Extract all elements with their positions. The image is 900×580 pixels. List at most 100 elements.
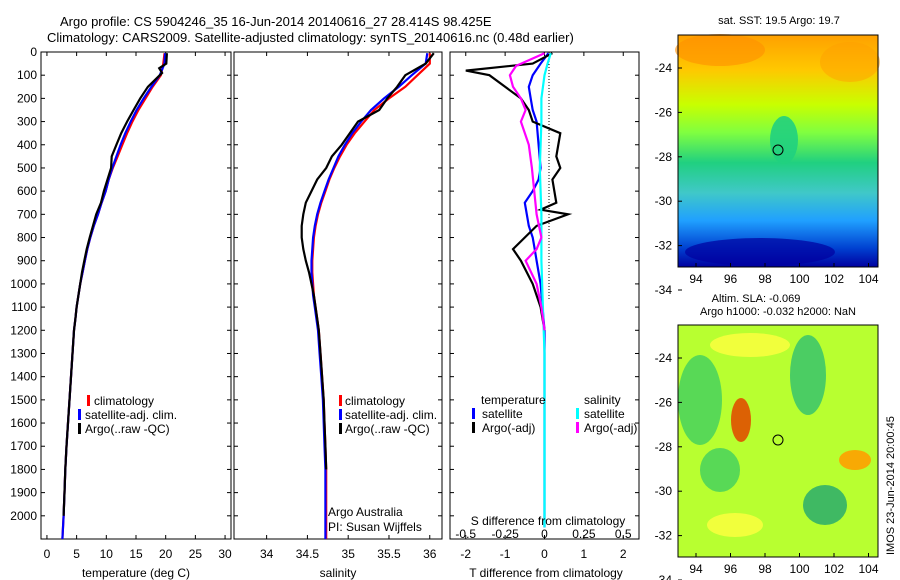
- map-x-tick-label: 102: [824, 272, 844, 286]
- salinity-xlabel: salinity: [320, 566, 357, 580]
- map-y-tick-label: -30: [655, 194, 673, 208]
- y-tick-label: 1500: [10, 393, 37, 407]
- salinity-lines: [300, 52, 435, 539]
- x-tick-label: 25: [189, 547, 203, 561]
- y-tick-label: 2000: [10, 509, 37, 523]
- figure-title-line2: Climatology: CARS2009. Satellite-adjuste…: [47, 30, 574, 45]
- sla-orange-patch: [839, 450, 871, 470]
- sla-map-frame: [677, 324, 879, 558]
- map-x-tick-label: 104: [858, 562, 878, 576]
- sst-map-panel: sat. SST: 19.5 Argo: 19.7 94 96 98 100 102 10…: [655, 15, 880, 297]
- map-y-tick-label: -28: [655, 150, 673, 164]
- x-tick-label: 36: [423, 547, 437, 561]
- sst-argo-marker: [772, 144, 784, 156]
- d-legend-label-t-argo: Argo(-adj): [482, 421, 535, 435]
- d-legend-label-s-argo: Argo(-adj): [584, 421, 637, 435]
- s-difference-tick-labels: -0.5 -0.25 0 0.25 0.5: [455, 527, 632, 541]
- temperature-x-ticks: 0 5 10 15 20 25 30: [44, 52, 232, 561]
- difference-legend: temperature salinity satellite Argo(-adj…: [472, 393, 637, 435]
- map-x-tick-label: 98: [758, 272, 772, 286]
- depth-y-ticks: 0 100 200 300 400 500 600 700 800 900 1000 1100 1200…: [10, 45, 231, 523]
- series-line-temperature-argo-adj-: [465, 52, 573, 331]
- x-tick-label: 10: [100, 547, 114, 561]
- map-x-tick-label: 102: [824, 562, 844, 576]
- d-legend-swatch-s-sat: [576, 408, 579, 419]
- sla-map-title-line2: Argo h1000: -0.032 h2000: NaN: [700, 306, 856, 318]
- y-tick-label: 1300: [10, 346, 37, 360]
- top-xlabel-s-difference: S difference from climatology: [471, 514, 626, 528]
- sla-map-title-line1: Altim. SLA: -0.069: [712, 293, 801, 305]
- difference-panel: -2 -1 0 1 2 S difference from climatology -0…: [449, 51, 640, 580]
- y-tick-label: 300: [17, 115, 37, 129]
- map-x-tick-label: 100: [789, 272, 809, 286]
- y-tick-label: 1000: [10, 277, 37, 291]
- s-legend-swatch-climatology: [339, 395, 342, 406]
- temperature-legend: climatology satellite-adj. clim. Argo(..…: [78, 394, 177, 436]
- map-x-tick-label: 94: [689, 562, 703, 576]
- sla-map-features: [678, 333, 871, 537]
- y-tick-label: 200: [17, 91, 37, 105]
- y-tick-label: 1800: [10, 462, 37, 476]
- y-tick-label: 700: [17, 207, 37, 221]
- legend-swatch-satellite: [78, 409, 81, 420]
- y-tick-label: 1200: [10, 323, 37, 337]
- sla-argo-marker: [772, 434, 784, 446]
- y-tick-label: 600: [17, 184, 37, 198]
- d-legend-swatch-t-sat: [472, 408, 475, 419]
- legend-label-argo: Argo(..raw -QC): [85, 422, 170, 436]
- map-x-tick-label: 96: [724, 562, 738, 576]
- x-tick-label: 15: [129, 547, 143, 561]
- salinity-x-ticks: 34 34.5 35 35.5 36: [260, 52, 437, 561]
- y-tick-label: 400: [17, 138, 37, 152]
- legend-title-temperature: temperature: [481, 393, 546, 407]
- x-tick-label: 2: [620, 547, 627, 561]
- sla-green-patch: [700, 448, 740, 492]
- series-line-salinity-satellite: [538, 52, 552, 528]
- map-x-tick-label: 94: [689, 272, 703, 286]
- s-legend-label-climatology: climatology: [345, 394, 405, 408]
- difference-y-tickmarks: [450, 51, 639, 517]
- y-tick-label: 1100: [11, 300, 37, 314]
- map-x-tick-label: 104: [858, 272, 878, 286]
- sla-green-patch: [790, 335, 826, 415]
- credit-pi: PI: Susan Wijffels: [328, 520, 422, 534]
- map-y-tick-label: -26: [655, 105, 673, 119]
- series-line-argo-raw-qc-: [300, 52, 435, 470]
- y-tick-label: 1700: [10, 439, 37, 453]
- map-y-tick-label: -32: [655, 529, 673, 543]
- s-diff-tick-label: -0.5: [455, 527, 476, 541]
- credit-argo-australia: Argo Australia: [328, 505, 403, 519]
- x-tick-label: 5: [73, 547, 80, 561]
- temperature-lines: [61, 53, 168, 539]
- s-legend-label-satellite: satellite-adj. clim.: [345, 408, 437, 422]
- series-line-argo-raw-qc-: [62, 53, 168, 516]
- legend-label-satellite: satellite-adj. clim.: [85, 408, 177, 422]
- x-tick-label: -1: [500, 547, 511, 561]
- s-diff-tick-label: 0: [541, 527, 548, 541]
- salinity-legend: climatology satellite-adj. clim. Argo(..…: [339, 394, 437, 436]
- sst-warm-patch: [820, 42, 880, 82]
- s-diff-tick-label: 0.5: [615, 527, 632, 541]
- d-legend-swatch-t-argo: [472, 422, 475, 433]
- sst-map-features: [675, 34, 880, 266]
- s-diff-tick-label: -0.25: [491, 527, 519, 541]
- x-tick-label: 20: [159, 547, 173, 561]
- map-y-tick-label: -24: [655, 351, 673, 365]
- sla-map-y-ticks: -24 -26 -28 -30 -32 -34: [655, 351, 682, 580]
- map-y-tick-label: -30: [655, 484, 673, 498]
- y-tick-label: 900: [17, 254, 37, 268]
- x-tick-label: 34.5: [296, 547, 320, 561]
- x-tick-label: -2: [460, 547, 471, 561]
- map-y-tick-label: -32: [655, 239, 673, 253]
- difference-xlabel: T difference from climatology: [469, 566, 623, 580]
- y-tick-label: 100: [17, 68, 37, 82]
- s-legend-swatch-argo: [339, 423, 342, 434]
- sst-cold-patch: [685, 238, 835, 266]
- legend-label-climatology: climatology: [94, 394, 154, 408]
- salinity-y-tickmarks: [234, 51, 442, 517]
- x-tick-label: 35: [342, 547, 356, 561]
- y-tick-label: 1400: [10, 370, 37, 384]
- salinity-axes-box: [233, 51, 443, 540]
- x-tick-label: 1: [581, 547, 588, 561]
- map-y-tick-label: -24: [655, 61, 673, 75]
